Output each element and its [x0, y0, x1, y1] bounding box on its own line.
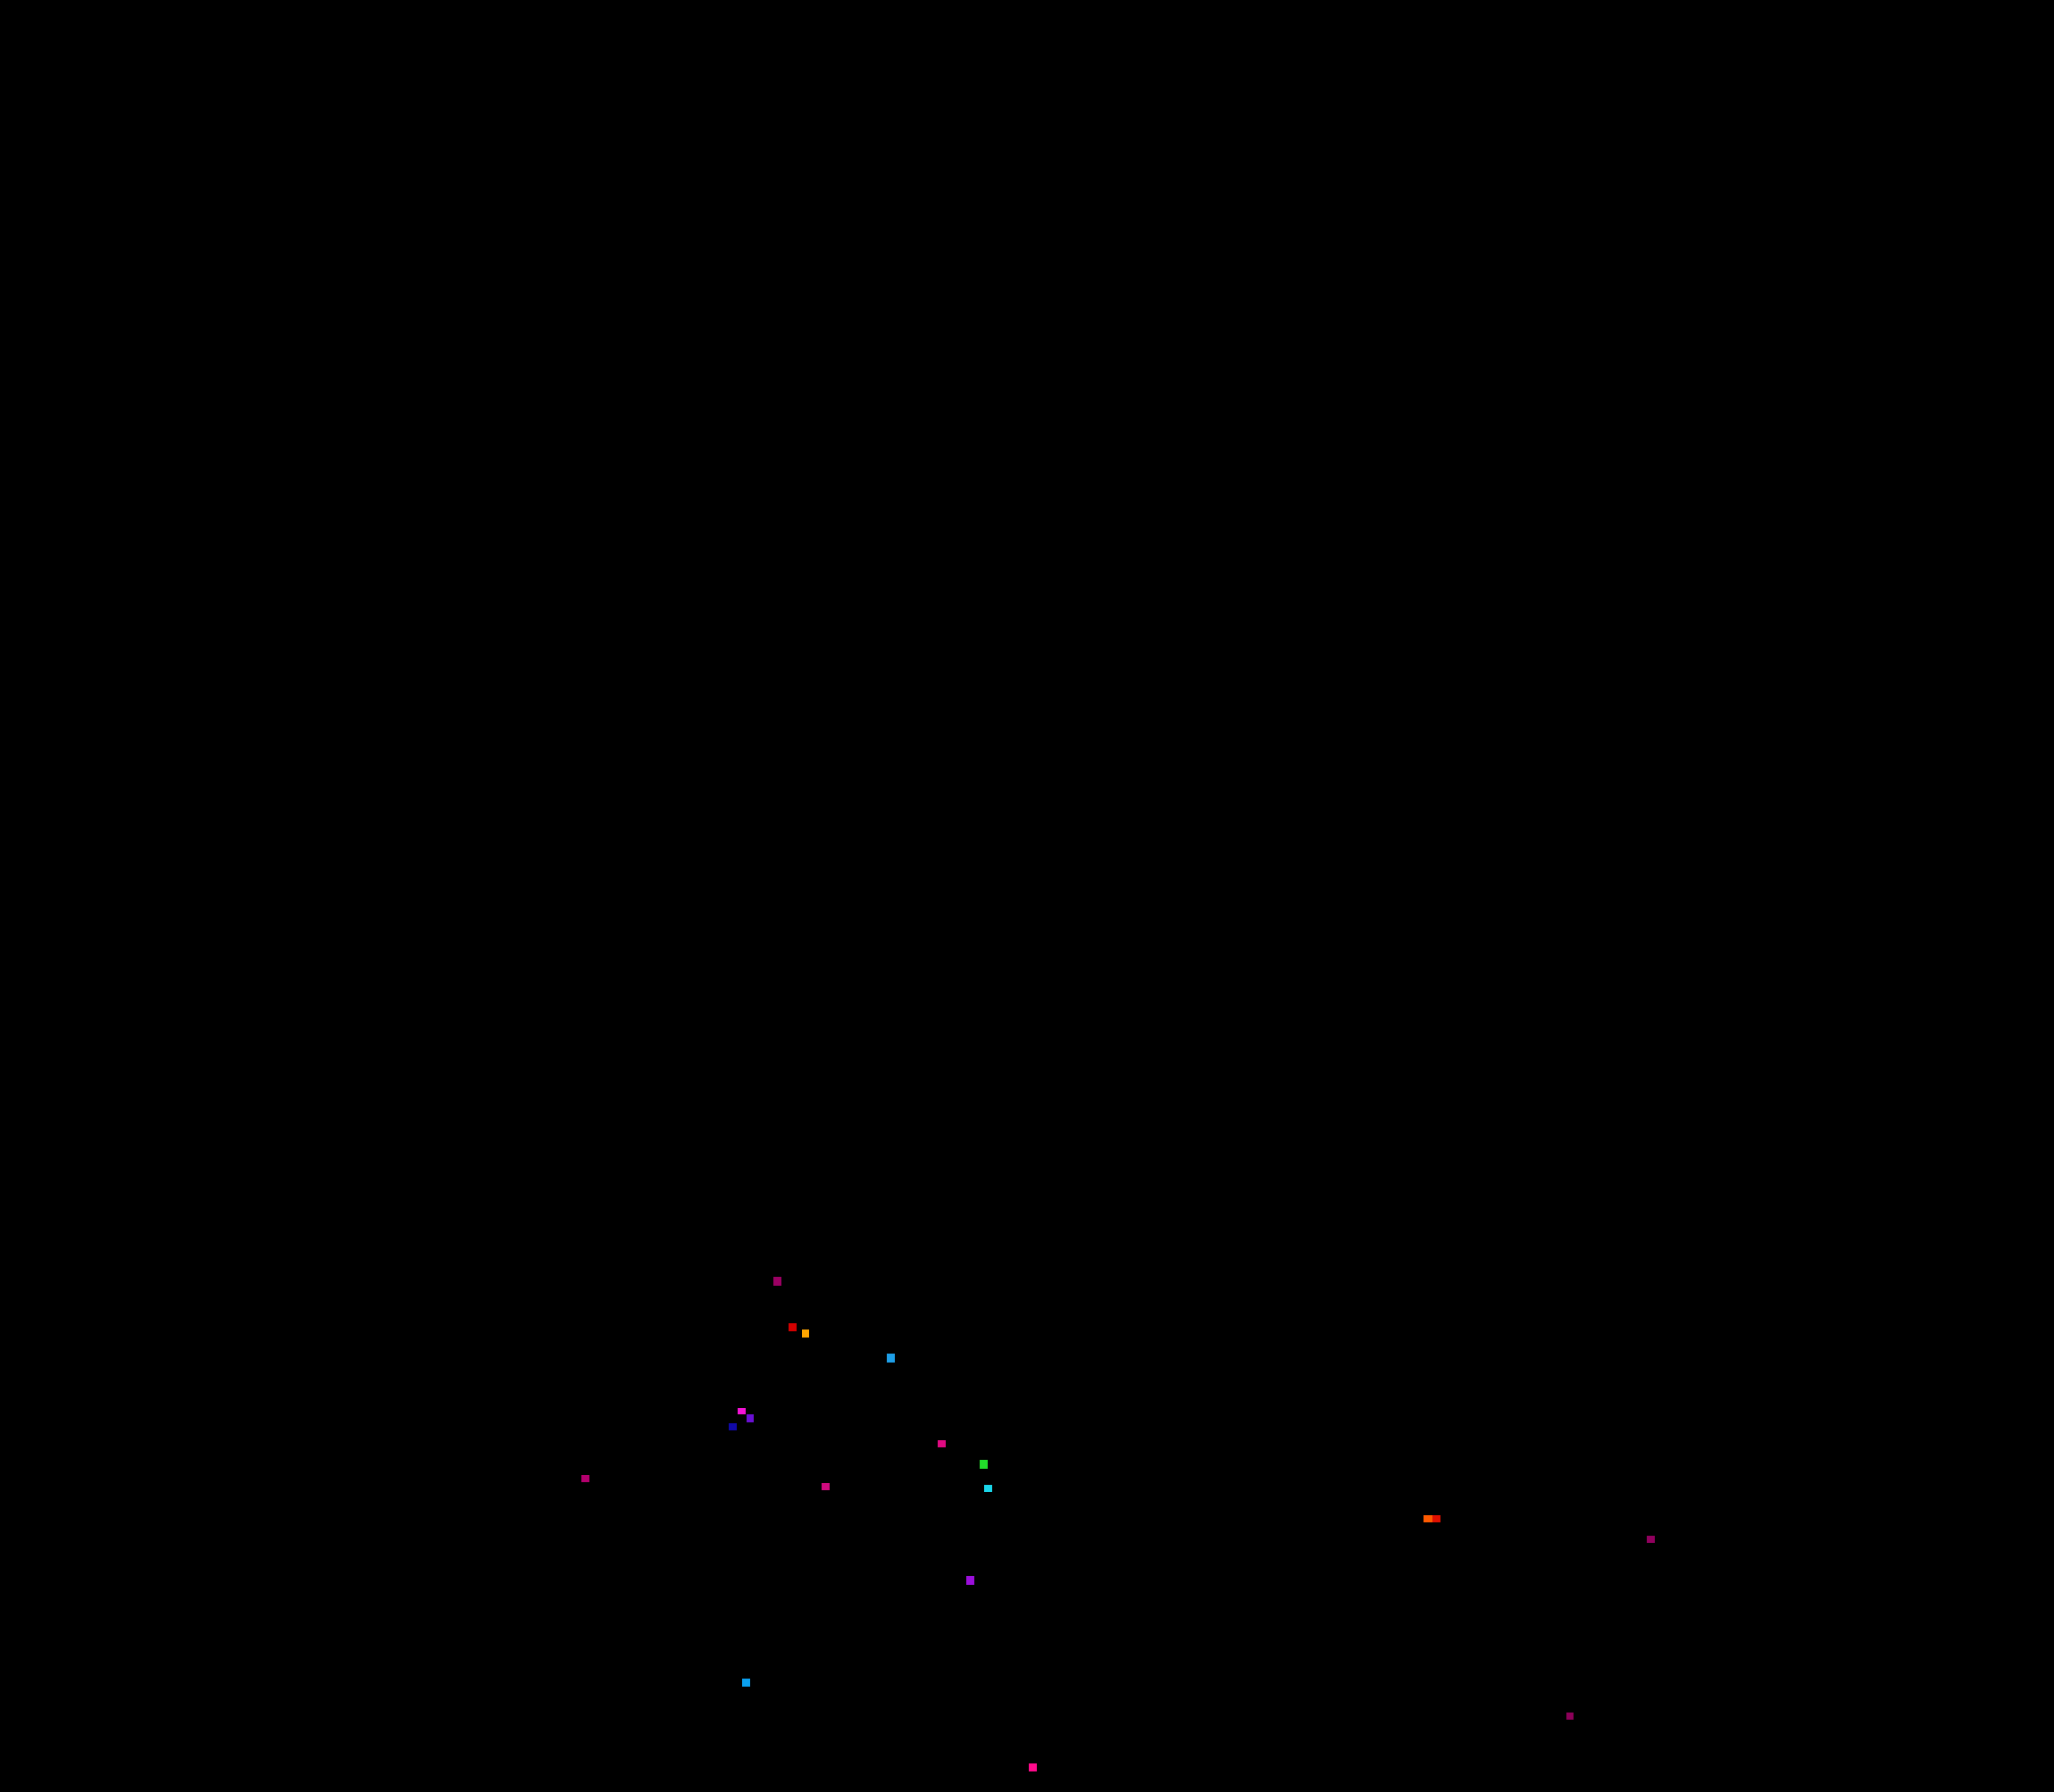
scatter-point-green — [980, 1460, 988, 1469]
scatter-point-magenta-pink — [822, 1483, 830, 1490]
scatter-point-blue-dark — [729, 1423, 737, 1430]
scatter-point-violet — [747, 1414, 754, 1422]
scatter-point-magenta-bright — [738, 1408, 746, 1414]
scatter-point-red — [789, 1323, 797, 1331]
scatter-point-orange-red — [1424, 1515, 1432, 1522]
scatter-point-magenta-dark-2 — [1647, 1536, 1655, 1543]
scatter-point-magenta-deep — [581, 1475, 589, 1482]
scatter-point-red-bright — [1432, 1515, 1440, 1522]
scatter-point-magenta-dark — [773, 1277, 781, 1286]
scatter-point-magenta-dark-3 — [1566, 1713, 1574, 1720]
scatter-point-orange — [802, 1329, 809, 1338]
scatter-point-cyan — [984, 1485, 992, 1492]
scatter-point-pink-magenta — [938, 1440, 946, 1447]
scatter-point-purple — [966, 1576, 974, 1585]
scatter-point-azure — [742, 1679, 750, 1687]
scatter-point-dodger-blue — [887, 1354, 895, 1363]
scatter-point-pink-hot — [1029, 1763, 1037, 1771]
